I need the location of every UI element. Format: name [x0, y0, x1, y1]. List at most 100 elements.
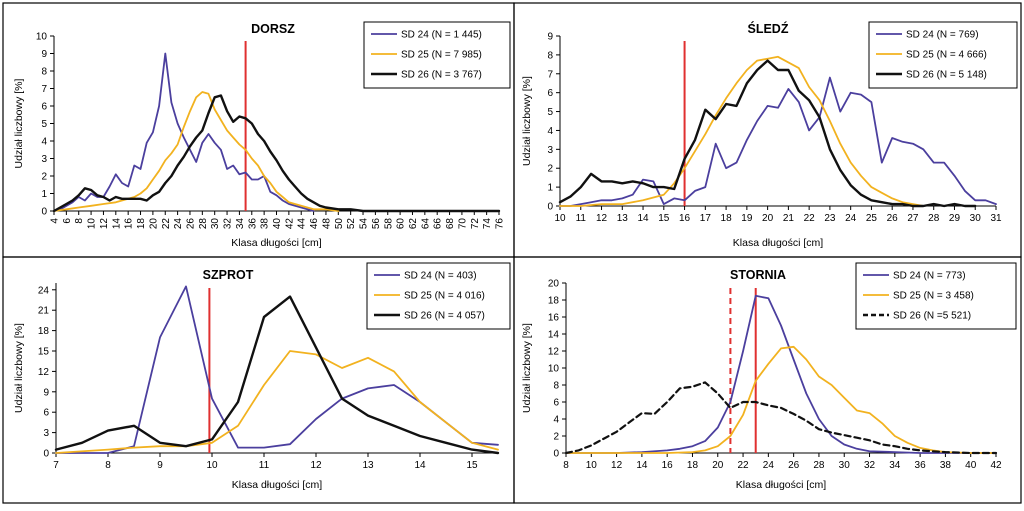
series-line-1 [53, 52, 315, 212]
x-tick-label: 26 [887, 213, 899, 224]
y-axis-label: Udział liczbowy [%] [521, 76, 533, 166]
legend: SD 24 (N = 403) SD 25 (N = 4 016) SD 26 (N… [366, 262, 511, 330]
x-tick-label: 10 [87, 218, 98, 230]
x-tick-label: 40 [272, 218, 283, 230]
x-tick-label: 15 [466, 460, 478, 471]
y-axis-label: Udział liczbowy [%] [521, 323, 533, 413]
y-tick-label: 3 [547, 145, 553, 156]
x-tick-label: 68 [445, 218, 456, 230]
series-line-3 [52, 94, 501, 213]
legend-box [868, 21, 1018, 89]
x-tick-label: 21 [783, 213, 795, 224]
y-axis-label: Udział liczbowy [%] [13, 78, 25, 168]
x-tick-label: 16 [124, 218, 135, 230]
x-tick-label: 10 [206, 460, 218, 471]
y-tick-label: 12 [38, 367, 50, 378]
legend-label: SD 24 (N = 769) [906, 30, 979, 41]
y-tick-label: 1 [41, 189, 47, 200]
y-tick-label: 24 [38, 285, 50, 296]
x-tick-label: 29 [949, 213, 961, 224]
x-tick-label: 36 [247, 218, 258, 230]
x-tick-label: 30 [839, 460, 851, 471]
y-tick-label: 16 [548, 313, 560, 324]
y-tick-label: 7 [547, 69, 553, 80]
y-tick-label: 18 [548, 296, 560, 307]
series-line-1 [559, 76, 997, 207]
y-tick-label: 10 [36, 32, 48, 43]
x-axis-label: Klasa długości [cm] [232, 479, 323, 491]
x-tick-label: 76 [495, 218, 506, 230]
y-tick-label: 4 [41, 137, 47, 148]
x-tick-label: 54 [359, 218, 370, 230]
x-tick-label: 31 [990, 213, 1002, 224]
x-tick-label: 30 [970, 213, 982, 224]
y-tick-label: 2 [553, 432, 559, 443]
x-tick-label: 40 [965, 460, 977, 471]
x-axis-label: Klasa długości [cm] [736, 479, 827, 491]
x-tick-label: 36 [915, 460, 927, 471]
x-tick-label: 56 [371, 218, 382, 230]
y-tick-label: 0 [43, 449, 49, 460]
y-tick-label: 8 [41, 67, 47, 78]
y-tick-label: 20 [548, 279, 560, 290]
x-tick-label: 26 [185, 218, 196, 230]
x-tick-label: 28 [198, 218, 209, 230]
y-tick-label: 8 [547, 50, 553, 61]
x-tick-label: 10 [586, 460, 598, 471]
x-tick-label: 58 [383, 218, 394, 230]
x-tick-label: 16 [662, 460, 674, 471]
x-tick-label: 14 [111, 218, 122, 230]
x-axis-label: Klasa długości [cm] [733, 237, 824, 249]
x-tick-label: 22 [804, 213, 816, 224]
y-tick-label: 6 [41, 102, 47, 113]
x-tick-label: 42 [990, 460, 1002, 471]
y-tick-label: 3 [43, 428, 49, 439]
x-tick-label: 24 [845, 213, 857, 224]
x-tick-label: 70 [457, 218, 468, 230]
series-line-3 [564, 381, 998, 455]
series-line-3 [54, 295, 500, 455]
x-tick-label: 46 [309, 218, 320, 230]
x-tick-label: 44 [297, 218, 308, 230]
legend-label: SD 26 (N = 5 148) [906, 70, 987, 81]
y-tick-label: 3 [41, 154, 47, 165]
x-tick-label: 12 [99, 218, 110, 230]
x-tick-label: 62 [408, 218, 419, 230]
x-tick-label: 8 [105, 460, 111, 471]
legend: SD 24 (N = 773) SD 25 (N = 3 458) SD 26 (N… [855, 262, 1017, 330]
y-tick-label: 9 [43, 387, 49, 398]
legend-label: SD 24 (N = 773) [893, 271, 966, 282]
x-tick-label: 14 [414, 460, 426, 471]
x-tick-label: 11 [259, 460, 270, 471]
chart-title: ŚLEDŹ [748, 21, 789, 36]
x-tick-label: 10 [554, 213, 566, 224]
legend-label: SD 26 (N =5 521) [893, 311, 971, 322]
x-tick-label: 28 [813, 460, 825, 471]
x-tick-label: 23 [824, 213, 836, 224]
x-tick-label: 9 [157, 460, 163, 471]
x-tick-label: 34 [889, 460, 901, 471]
y-tick-label: 5 [547, 107, 553, 118]
legend: SD 24 (N = 1 445) SD 25 (N = 7 985) SD 26 … [363, 21, 511, 89]
y-tick-label: 6 [43, 408, 49, 419]
y-tick-label: 14 [548, 330, 560, 341]
legend-box [363, 21, 511, 89]
x-tick-label: 11 [576, 213, 587, 224]
x-tick-label: 48 [321, 218, 332, 230]
y-tick-label: 2 [41, 172, 47, 183]
x-tick-label: 16 [679, 213, 691, 224]
chart-panel-3: 0 3 6 9 12 15 18 21 24 7 8 9 10 11 12 13 14 15 Klasa długo… [2, 256, 515, 504]
x-tick-label: 66 [433, 218, 444, 230]
x-tick-label: 52 [346, 218, 357, 230]
x-tick-label: 30 [210, 218, 221, 230]
x-tick-label: 4 [50, 218, 61, 224]
x-tick-label: 20 [762, 213, 774, 224]
x-tick-label: 24 [763, 460, 775, 471]
x-tick-label: 13 [362, 460, 374, 471]
series-line-2 [565, 345, 997, 454]
x-tick-label: 12 [611, 460, 623, 471]
x-tick-label: 25 [866, 213, 878, 224]
legend-label: SD 24 (N = 1 445) [401, 30, 482, 41]
y-tick-label: 5 [41, 119, 47, 130]
